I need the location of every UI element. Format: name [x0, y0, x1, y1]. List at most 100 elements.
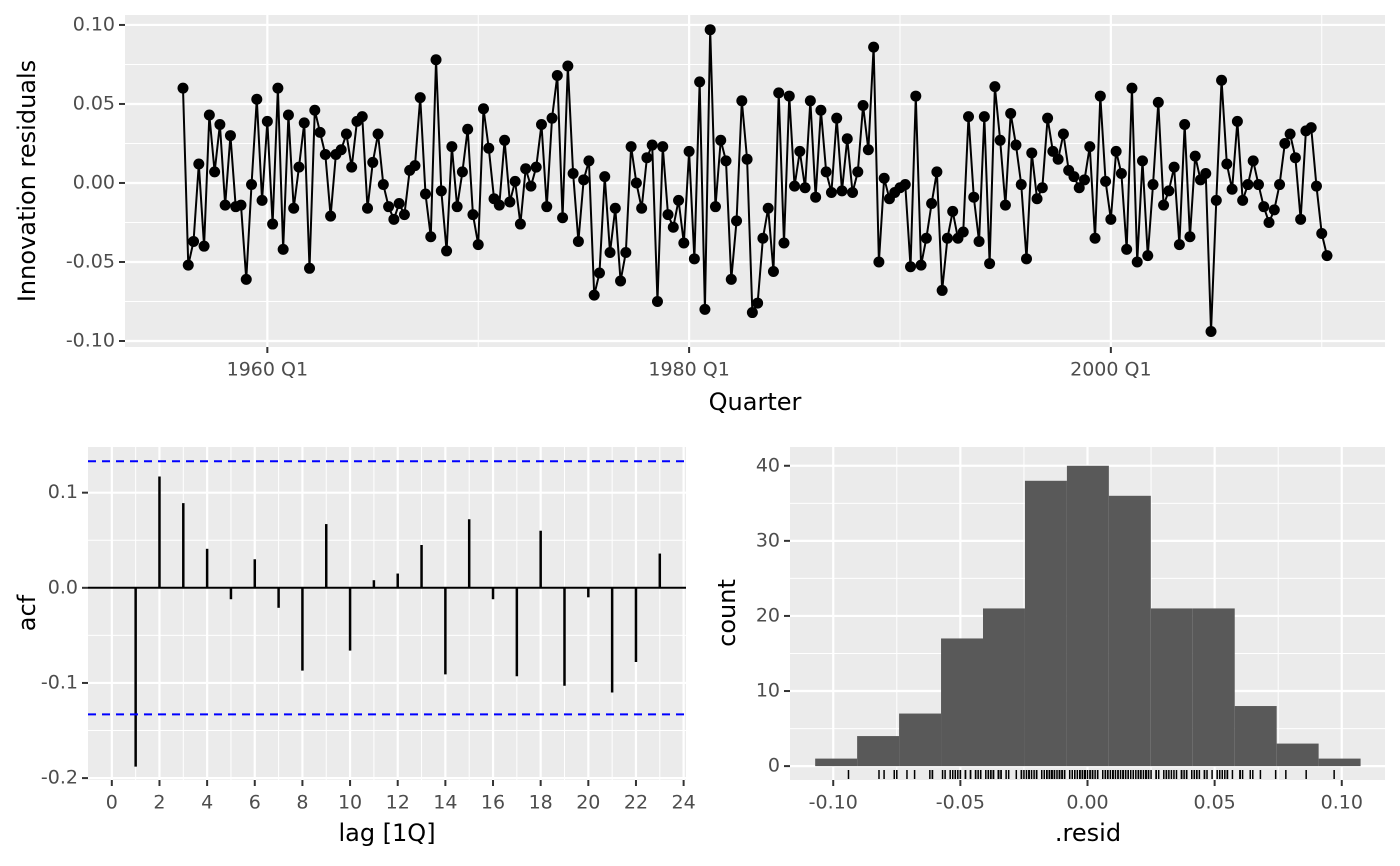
x-tick-label: 18	[529, 792, 553, 814]
residual-point	[662, 209, 674, 221]
residual-point	[467, 209, 479, 221]
histogram-bar	[941, 638, 983, 767]
residual-point	[1084, 141, 1096, 153]
residual-point	[1105, 213, 1117, 225]
residual-point	[319, 149, 331, 161]
x-tick-label: 14	[433, 792, 457, 814]
x-tick-label: 0.10	[1321, 792, 1363, 814]
residual-point	[1010, 139, 1022, 151]
residual-point	[1052, 153, 1064, 165]
y-tick-label: -0.2	[41, 767, 78, 789]
y-tick-label: -0.10	[66, 329, 115, 351]
residual-point	[462, 123, 474, 135]
y-tick-label: 0.10	[73, 13, 115, 35]
residual-point	[514, 218, 526, 230]
residual-point	[815, 104, 827, 116]
residual-point	[340, 128, 352, 140]
residual-point	[773, 87, 785, 99]
residual-point	[1131, 256, 1143, 268]
y-tick-label: 0.05	[73, 92, 115, 114]
residual-point	[699, 303, 711, 315]
residual-point	[694, 76, 706, 88]
residual-point	[535, 119, 547, 131]
residual-point	[214, 119, 226, 131]
residual-point	[688, 253, 700, 265]
residual-point	[683, 145, 695, 157]
residual-point	[541, 201, 553, 213]
residual-point	[1252, 179, 1264, 191]
residual-point	[583, 155, 595, 167]
residual-point	[1015, 179, 1027, 191]
residual-point	[578, 174, 590, 186]
residual-point	[1073, 182, 1085, 194]
residual-point	[1184, 231, 1196, 243]
residual-point	[282, 109, 294, 121]
y-axis-title: Innovation residuals	[13, 60, 41, 302]
residual-point	[799, 182, 811, 194]
y-axis-title: count	[713, 579, 741, 647]
residual-point	[177, 82, 189, 94]
x-tick-label: 1960 Q1	[227, 359, 308, 381]
residual-point	[1121, 243, 1133, 255]
residual-point	[562, 60, 574, 72]
x-tick-label: 24	[672, 792, 696, 814]
residual-point	[1274, 179, 1286, 191]
residual-point	[957, 226, 969, 238]
residual-point	[1005, 107, 1017, 119]
residual-point	[1110, 145, 1122, 157]
residual-point	[725, 273, 737, 285]
residual-point	[1310, 180, 1322, 192]
residual-point	[267, 218, 279, 230]
residual-point	[825, 186, 837, 198]
residual-point	[240, 273, 252, 285]
residual-point	[836, 185, 848, 197]
residual-point	[456, 166, 468, 178]
residual-point	[435, 185, 447, 197]
residual-point	[325, 210, 337, 222]
residual-point	[731, 215, 743, 227]
x-tick-label: 0.00	[1066, 792, 1108, 814]
histogram-bar	[1066, 465, 1109, 767]
residual-point	[277, 243, 289, 255]
residual-point	[335, 144, 347, 156]
histogram-bar	[1318, 758, 1361, 767]
residual-point	[1047, 145, 1059, 157]
x-tick-label: 22	[624, 792, 648, 814]
residual-point	[630, 177, 642, 189]
residual-point	[383, 201, 395, 213]
residual-point	[1247, 155, 1259, 167]
residual-point	[704, 24, 716, 36]
residual-point	[1068, 171, 1080, 183]
residual-point	[862, 144, 874, 156]
residual-point	[1173, 239, 1185, 251]
residual-point	[620, 247, 632, 259]
histogram-bar	[857, 736, 900, 767]
residual-point	[1042, 112, 1054, 124]
residual-point	[504, 196, 516, 208]
residual-point	[968, 191, 980, 203]
y-tick-label: -0.05	[66, 250, 115, 272]
residual-point	[941, 232, 953, 244]
residual-point	[1115, 167, 1127, 179]
y-tick-label: 0.0	[48, 576, 78, 598]
residual-point	[1136, 155, 1148, 167]
residual-point	[767, 265, 779, 277]
residual-point	[789, 180, 801, 192]
y-tick-label: 10	[756, 680, 780, 702]
residual-point	[709, 201, 721, 213]
x-tick-label: 0.05	[1193, 792, 1235, 814]
residual-point	[636, 202, 648, 214]
residual-point	[272, 82, 284, 94]
residual-point	[873, 256, 885, 268]
residual-point	[398, 209, 410, 221]
y-tick-label: 0.1	[48, 481, 78, 503]
residual-point	[1284, 128, 1296, 140]
x-tick-label: 2	[153, 792, 165, 814]
residual-point	[367, 156, 379, 168]
residual-point	[994, 134, 1006, 146]
residual-point	[1231, 115, 1243, 127]
residual-point	[346, 161, 358, 173]
y-tick-label: 0	[768, 755, 780, 777]
histogram-bar	[982, 608, 1025, 767]
residual-point	[188, 235, 200, 247]
